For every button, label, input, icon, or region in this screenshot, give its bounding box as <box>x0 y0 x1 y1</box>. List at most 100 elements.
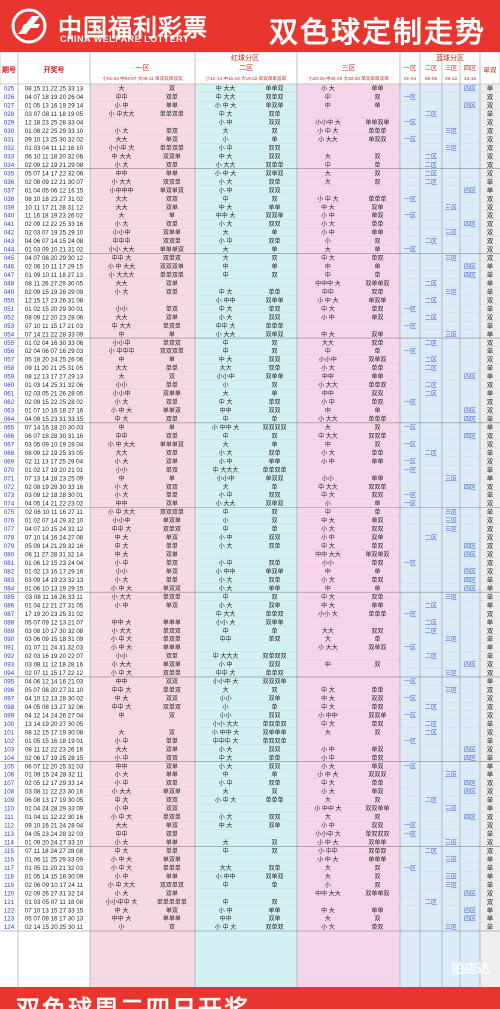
row-size-z2: 小 中 <box>219 661 233 669</box>
row-parity-z2: 单 <box>272 881 278 889</box>
row-last-parity: 单 <box>487 329 494 338</box>
row-size-z3: 中中中 大 <box>315 279 341 287</box>
row-parity-z1: 双单 <box>166 203 178 211</box>
row-last-parity: 单 <box>487 643 494 652</box>
row-blue-zone: 三区 <box>445 772 457 779</box>
row-size-z1: 小 中 大大 <box>108 508 135 516</box>
row-size-z1: 小 中 <box>115 102 129 110</box>
row-size-z2: 小小 大 <box>216 618 236 626</box>
row-issue: 097 <box>4 696 15 703</box>
row-issue: 123 <box>4 916 15 923</box>
row-numbers: 02 09 15 22 25 28 02 <box>25 399 84 406</box>
row-blue-zone: 二区 <box>425 153 437 160</box>
row-parity-z1: 单单双单 <box>160 144 184 152</box>
row-blue-zone: 二区 <box>425 238 437 245</box>
row-parity-z2: 双单 <box>269 364 281 372</box>
row-size-z1: 小 中 <box>115 737 129 745</box>
row-parity-z2: 双 <box>272 518 278 525</box>
row-blue-zone: 二区 <box>425 899 437 906</box>
row-size-z2: 中 大 <box>219 203 233 211</box>
row-blue-zone: 一区 <box>404 441 416 448</box>
row-last-parity: 单 <box>487 592 494 601</box>
row-blue-zone: 二区 <box>425 365 437 372</box>
row-size-z2: 小 <box>223 135 229 143</box>
row-issue: 059 <box>4 374 15 381</box>
row-size-z1: 小小中中 大 <box>106 898 138 906</box>
row-parity-z2: 双单双双 <box>263 652 287 660</box>
row-size-z2: 小 大 <box>219 576 233 584</box>
row-parity-z2: 双 <box>272 382 278 389</box>
row-last-parity: 双 <box>487 889 494 897</box>
row-size-z3: 小小 大 <box>318 610 338 618</box>
row-size-z2: 小 中中 <box>216 872 236 880</box>
row-last-parity: 双 <box>487 127 494 135</box>
row-size-z3: 小 <box>325 500 331 508</box>
row-size-z2: 大大 <box>220 864 232 872</box>
row-size-z2: 小 中 <box>219 237 233 245</box>
parity-col-bg <box>480 84 500 987</box>
row-parity-z1: 单 <box>169 356 175 364</box>
row-numbers: 06 11 27 28 31 32 14 <box>25 552 84 559</box>
row-blue-zone: 三区 <box>445 873 457 880</box>
row-blue-zone: 一区 <box>404 467 416 474</box>
row-issue: 121 <box>4 899 15 906</box>
row-numbers: 06 08 13 17 19 30 05 <box>25 797 84 804</box>
row-parity-z2: 单单 <box>269 584 281 592</box>
row-numbers: 07 13 14 18 23 25 09 <box>25 475 84 482</box>
row-blue-zone: 一区 <box>404 348 416 355</box>
row-issue: 096 <box>4 687 15 694</box>
row-parity-z1: 双单 <box>166 288 178 296</box>
row-size-z1: 小小 <box>115 305 127 313</box>
row-last-parity: 单 <box>487 185 494 194</box>
row-size-z1: 小 中 大 <box>111 407 132 415</box>
row-numbers: 01 06 11 25 29 33 09 <box>25 856 84 863</box>
row-last-parity: 双 <box>487 500 494 508</box>
row-blue-zone: 三区 <box>445 230 457 237</box>
row-parity-z3: 单单单 <box>368 610 386 618</box>
row-size-z2: 中中中 大 <box>213 737 239 745</box>
row-size-z3: 中 <box>325 407 331 415</box>
row-parity-z3: 单单 <box>371 906 383 914</box>
row-parity-z2: 双双 <box>269 187 281 194</box>
row-parity-z2: 双 <box>272 594 278 601</box>
row-size-z2: 中 大 <box>219 754 233 762</box>
row-parity-z3: 单单 <box>371 474 383 482</box>
row-parity-z2: 双 <box>272 255 278 262</box>
row-numbers: 01 02 07 14 29 32 10 <box>25 518 84 525</box>
row-size-z3: 大大 <box>322 627 334 635</box>
row-size-z3: 小 大 <box>321 525 335 533</box>
row-size-z2: 中 <box>223 771 229 779</box>
row-parity-z1: 单双 <box>166 135 178 143</box>
row-numbers: 08 15 21 22 25 33 13 <box>25 86 84 93</box>
head-parity: 单双 <box>484 65 498 74</box>
row-size-z2: 中 大大 <box>216 85 236 93</box>
row-size-z2: 中 大 <box>219 822 233 830</box>
row-numbers: 10 11 17 21 28 31 12 <box>25 204 84 211</box>
row-parity-z1: 单单 <box>166 576 178 584</box>
row-parity-z1: 单单 <box>166 872 178 880</box>
row-size-z2: 小 大 <box>219 178 233 186</box>
row-parity-z3: 单双单 <box>368 296 386 304</box>
row-size-z2: 小小 <box>220 711 232 719</box>
row-numbers: 17 19 20 23 25 31 02 <box>25 611 84 618</box>
row-last-parity: 双 <box>487 203 494 211</box>
row-last-parity: 单 <box>487 372 494 381</box>
row-size-z1: 小 大 <box>115 576 129 584</box>
row-size-z1: 大大 <box>115 279 127 287</box>
row-parity-z2: 双单 <box>269 542 281 550</box>
row-parity-z3: 单单 <box>371 457 383 465</box>
row-size-z3: 小 大 <box>321 923 335 931</box>
row-issue: 043 <box>4 238 15 245</box>
row-blue-zone: 三区 <box>445 670 457 677</box>
row-numbers: 12 18 23 25 28 33 04 <box>25 120 84 127</box>
row-issue: 038 <box>4 196 15 203</box>
row-numbers: 01 03 14 25 31 32 06 <box>25 382 84 389</box>
row-parity-z3: 双单 <box>371 534 383 542</box>
row-parity-z2: 双单 <box>269 915 281 923</box>
row-size-z3: 小 中 <box>321 457 335 465</box>
row-parity-z1: 双 <box>169 86 175 93</box>
row-parity-z3: 单双双双 <box>365 830 389 838</box>
row-numbers: 01 05 11 20 21 32 03 <box>25 865 84 872</box>
row-issue: 076 <box>4 518 15 525</box>
row-numbers: 01 04 11 12 22 30 16 <box>25 814 84 821</box>
